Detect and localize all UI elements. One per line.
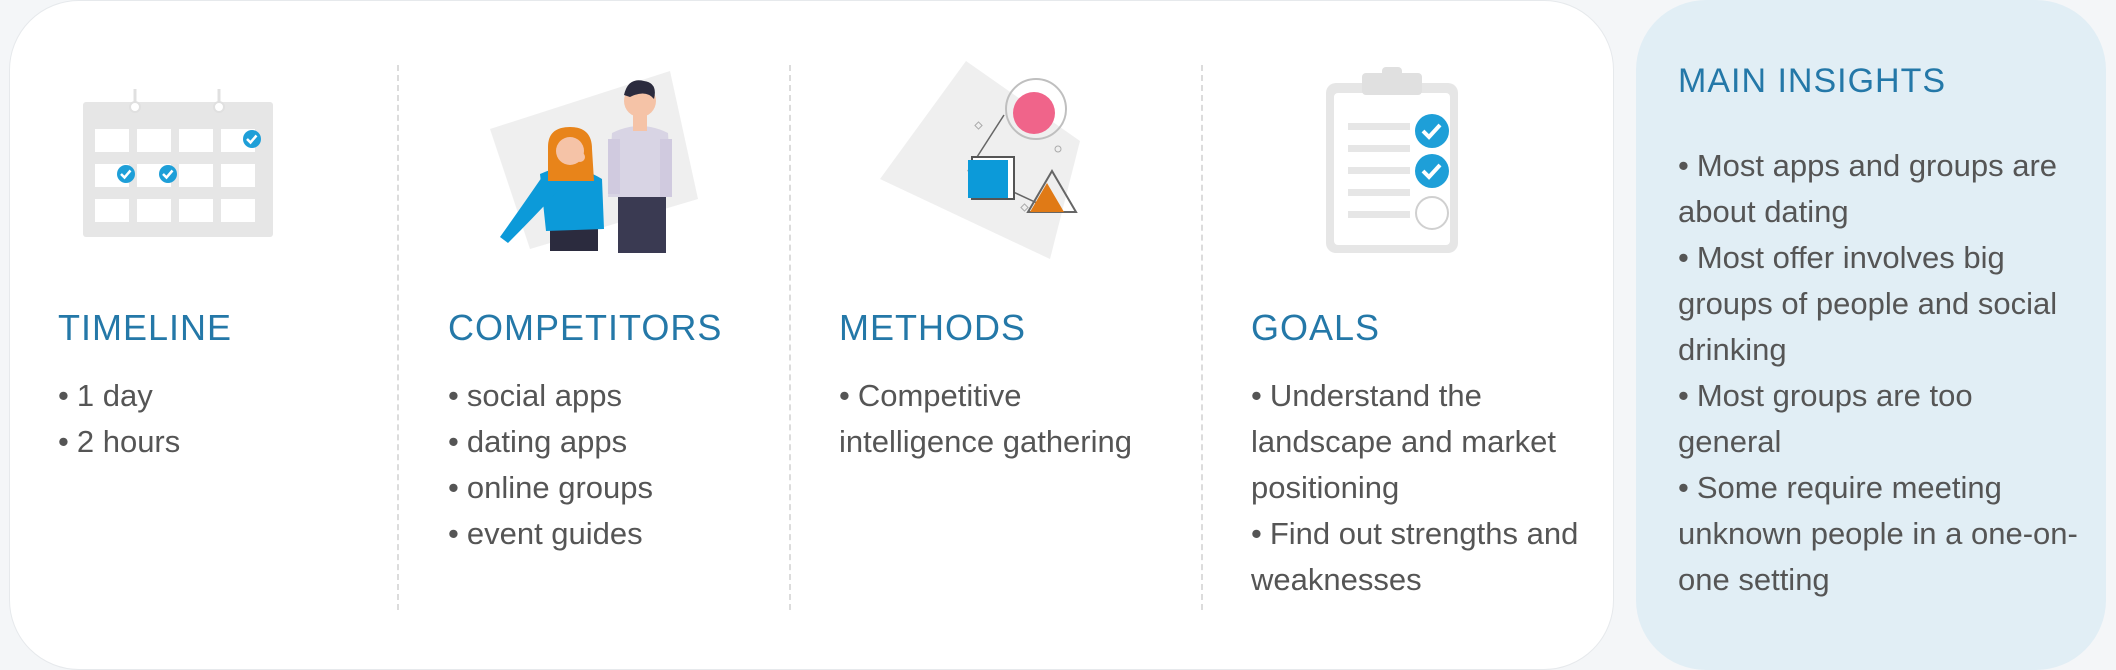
column-divider [397, 65, 399, 610]
timeline-bullets: 1 day 2 hours [58, 373, 388, 465]
list-item: dating apps [448, 419, 778, 465]
goals-bullets: Understand the landscape and market posi… [1251, 373, 1596, 603]
timeline-title: TIMELINE [58, 307, 233, 348]
list-item: Competitive intelligence gathering [839, 373, 1169, 465]
shapes-illustration [880, 61, 1080, 259]
list-item: 2 hours [58, 419, 388, 465]
checklist-clipboard-icon [1326, 67, 1458, 253]
competitors-bullets: social apps dating apps online groups ev… [448, 373, 778, 557]
list-item: Most groups are too general [1678, 373, 2078, 465]
list-item: event guides [448, 511, 778, 557]
goals-title: GOALS [1251, 307, 1381, 348]
methods-title: METHODS [839, 307, 1026, 348]
list-item: social apps [448, 373, 778, 419]
list-item: Find out strengths and weaknesses [1251, 511, 1596, 603]
competitors-title: COMPETITORS [448, 307, 723, 348]
list-item: Some require meeting unknown people in a… [1678, 465, 2078, 603]
list-item: online groups [448, 465, 778, 511]
list-item: 1 day [58, 373, 388, 419]
main-insights-card: MAIN INSIGHTS Most apps and groups are a… [1636, 0, 2106, 670]
list-item: Most offer involves big groups of people… [1678, 235, 2078, 373]
methods-bullets: Competitive intelligence gathering [839, 373, 1169, 465]
insights-bullets: Most apps and groups are about dating Mo… [1678, 143, 2078, 603]
list-item: Most apps and groups are about dating [1678, 143, 2078, 235]
calendar-icon [83, 89, 273, 237]
column-divider [789, 65, 791, 610]
overview-card: TIMELINE 1 day 2 hours COMPETITORS socia… [9, 0, 1614, 670]
people-illustration [490, 71, 698, 253]
column-divider [1201, 65, 1203, 610]
list-item: Understand the landscape and market posi… [1251, 373, 1596, 511]
insights-title: MAIN INSIGHTS [1678, 62, 1947, 100]
